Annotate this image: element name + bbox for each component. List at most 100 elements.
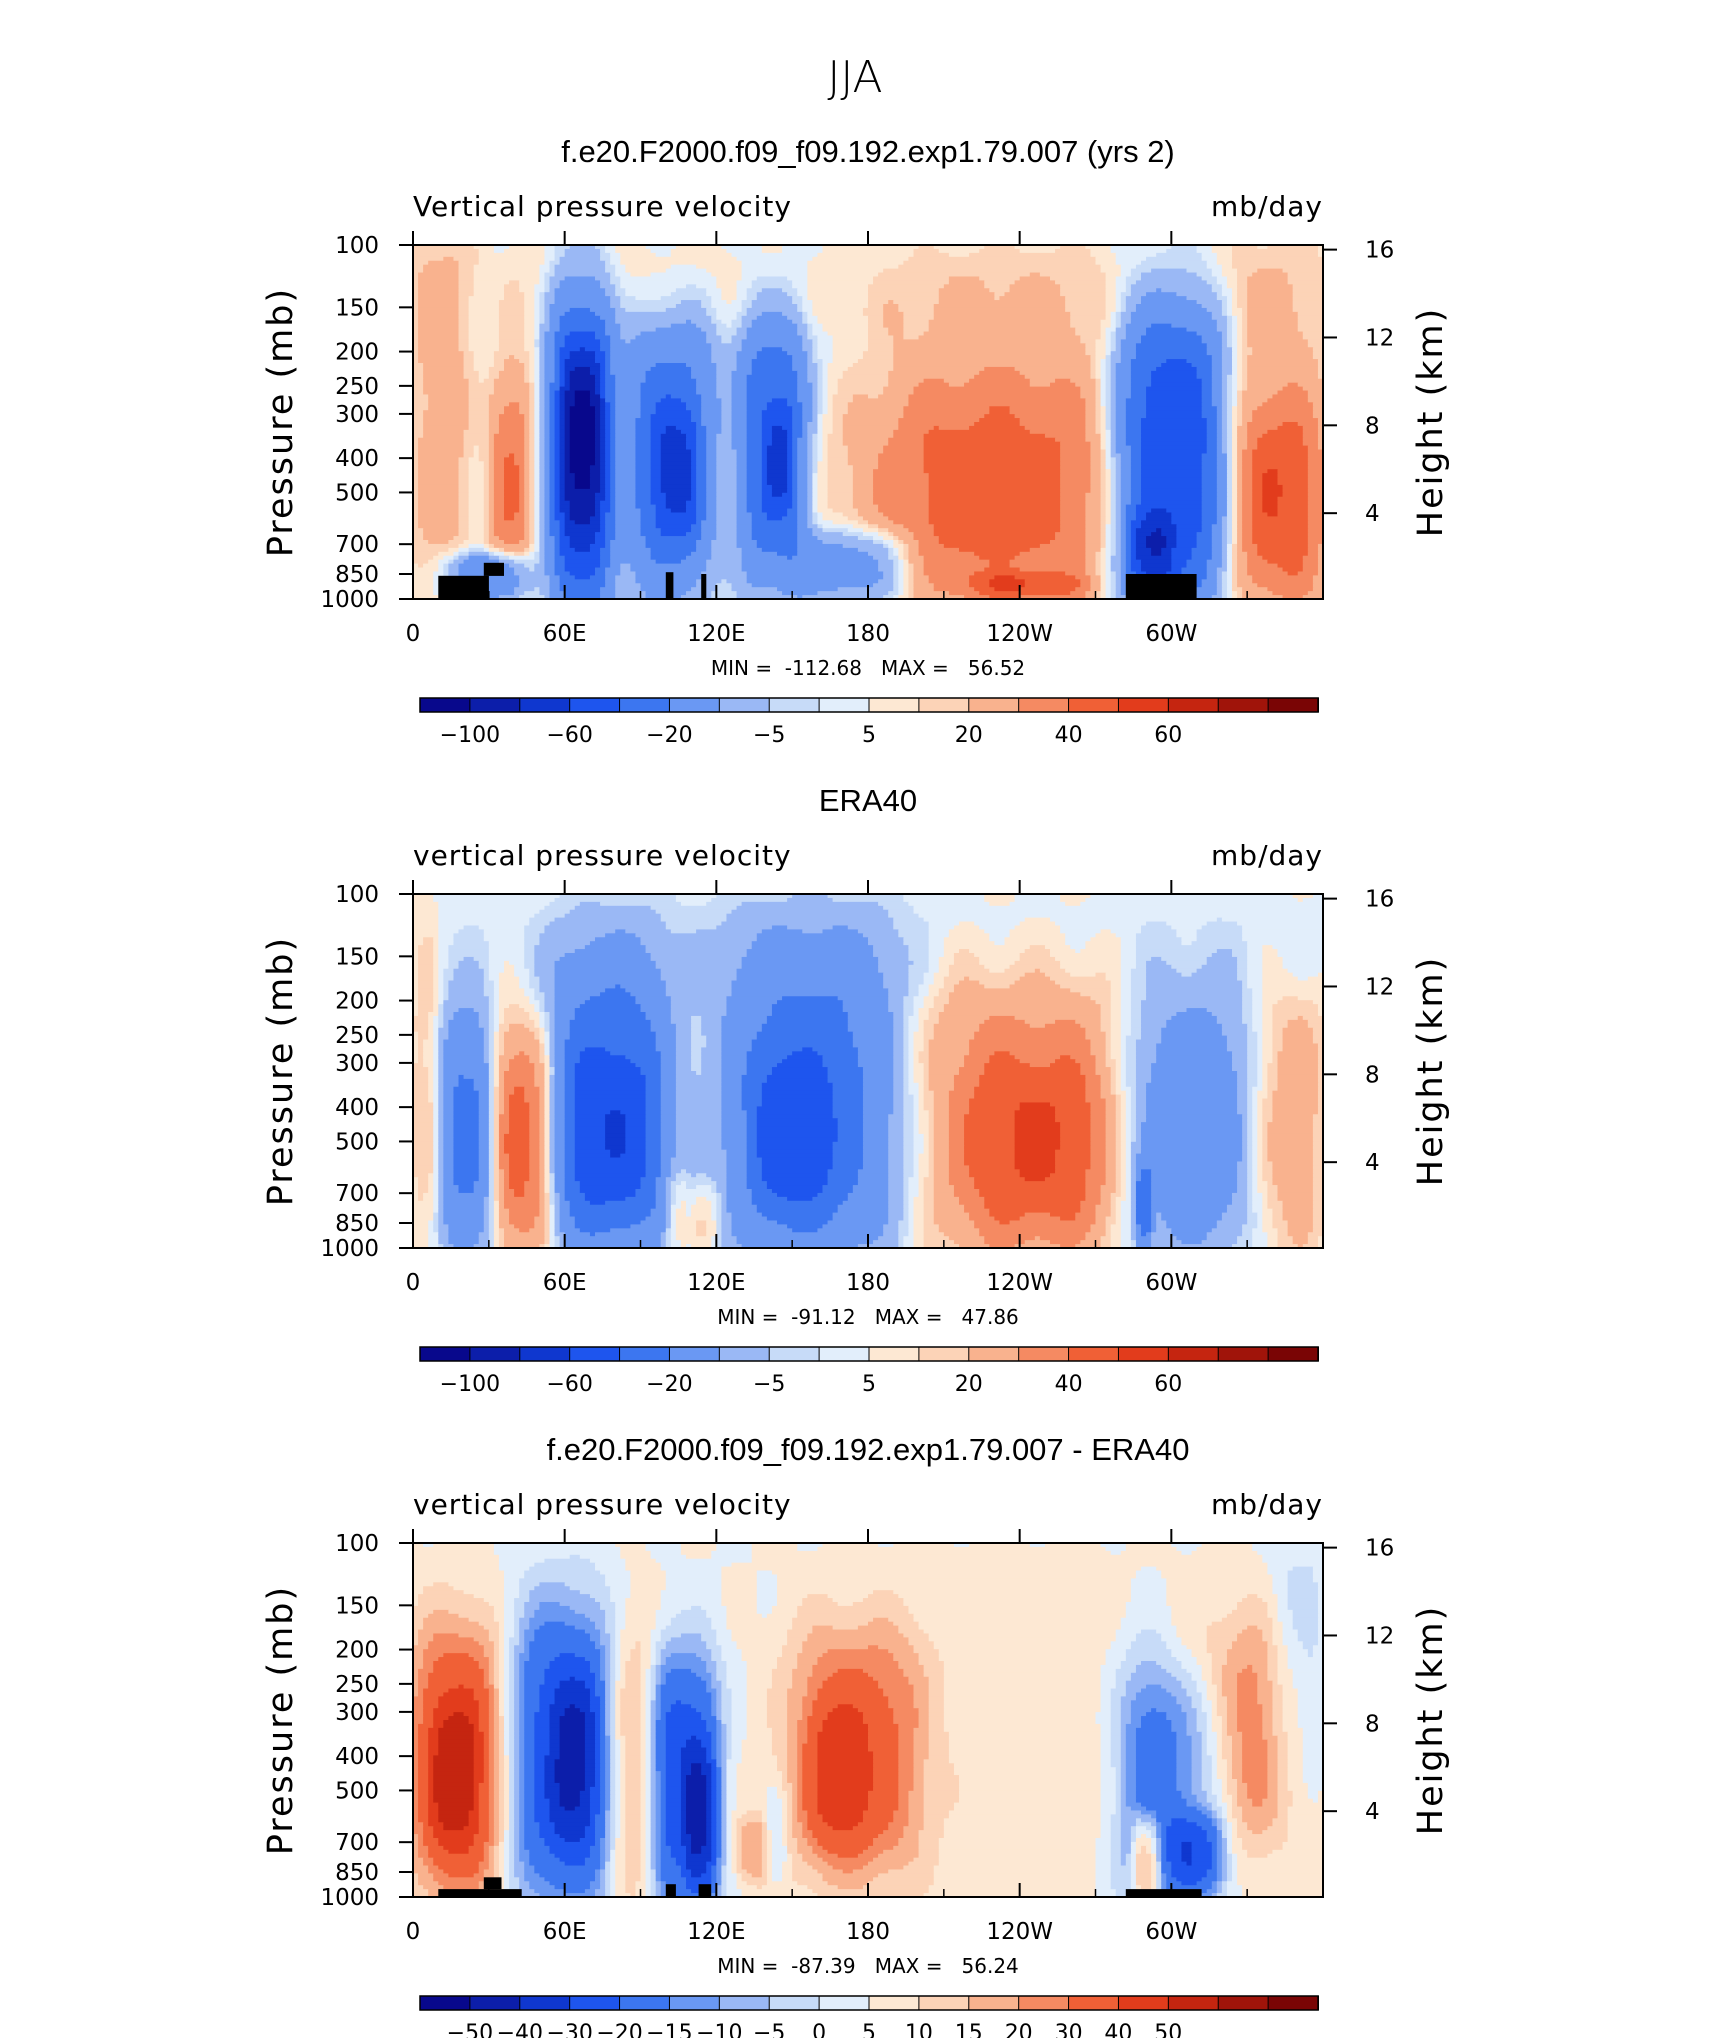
contour-cell: [448, 956, 465, 962]
contour-cell: [888, 382, 920, 388]
contour-cell: [817, 484, 829, 490]
contour-cell: [645, 378, 697, 384]
contour-cell: [1130, 311, 1213, 317]
contour-cell: [1201, 504, 1218, 510]
contour-cell: [1242, 339, 1248, 344]
contour-cell: [878, 964, 910, 970]
contour-cell: [534, 445, 540, 451]
contour-cell: [898, 555, 904, 561]
contour-cell: [1181, 941, 1193, 946]
contour-cell: [498, 595, 520, 600]
contour-cell: [1232, 351, 1238, 356]
x-tick-label: 0: [406, 621, 421, 647]
contour-cell: [529, 406, 535, 411]
contour-cell: [903, 323, 930, 329]
contour-cell: [1060, 496, 1086, 502]
contour-cell: [746, 378, 798, 384]
contour-cell: [817, 461, 829, 466]
contour-cell: [1141, 457, 1203, 462]
contour-cell: [1120, 949, 1137, 954]
contour-cell: [817, 449, 824, 455]
contour-cell: [1105, 363, 1112, 368]
contour-cell: [554, 359, 561, 364]
contour-cell: [438, 925, 465, 930]
contour-cell: [665, 429, 682, 435]
contour-cell: [615, 284, 621, 289]
contour-cell: [559, 473, 566, 478]
contour-cell: [827, 481, 854, 486]
contour-cell: [529, 366, 535, 372]
contour-cell: [544, 441, 551, 447]
contour-cell: [524, 929, 546, 934]
contour-cell: [650, 500, 667, 506]
contour-cell: [827, 504, 854, 510]
contour-cell: [615, 386, 642, 392]
contour-cell: [741, 547, 763, 553]
contour-cell: [1206, 563, 1223, 569]
contour-cell: [868, 315, 884, 321]
contour-cell: [1171, 516, 1203, 521]
contour-cell: [888, 547, 894, 553]
contour-cell: [534, 370, 540, 376]
contour-cell: [1216, 445, 1223, 451]
contour-cell: [564, 496, 596, 502]
contour-cell: [1297, 976, 1309, 982]
contour-cell: [1100, 453, 1107, 458]
contour-cell: [1095, 429, 1102, 435]
contour-cell: [893, 583, 899, 588]
contour-cell: [564, 406, 571, 411]
contour-cell: [453, 555, 460, 561]
contour-cell: [620, 280, 717, 285]
contour-cell: [600, 461, 606, 466]
contour-cell: [918, 551, 975, 557]
contour-cell: [433, 968, 439, 974]
contour-cell: [564, 492, 596, 498]
contour-cell: [1095, 571, 1102, 576]
contour-cell: [1287, 968, 1324, 974]
contour-cell: [635, 453, 652, 458]
contour-cell: [959, 949, 970, 954]
contour-cell: [544, 540, 556, 545]
contour-cell: [726, 917, 894, 923]
contour-cell: [468, 551, 490, 557]
contour-cell: [1156, 366, 1198, 372]
contour-cell: [1247, 941, 1324, 946]
contour-cell: [600, 425, 606, 431]
contour-cell: [549, 437, 556, 443]
contour-cell: [1135, 504, 1203, 510]
contour-cell: [569, 469, 591, 474]
contour-cell: [413, 595, 439, 600]
contour-cell: [1065, 937, 1092, 942]
contour-cell: [989, 559, 1011, 565]
contour-cell: [524, 363, 530, 368]
contour-cell: [1085, 591, 1097, 596]
contour-cell: [792, 280, 808, 285]
contour-cell: [1262, 484, 1284, 490]
contour-cell: [1221, 366, 1233, 372]
contour-cell: [1242, 925, 1324, 930]
contour-cell: [923, 441, 1061, 447]
contour-cell: [1216, 449, 1223, 455]
contour-cell: [640, 941, 753, 946]
contour-cell: [519, 280, 540, 285]
contour-cell: [817, 343, 834, 348]
contour-cell: [868, 520, 894, 525]
contour-cell: [589, 394, 601, 399]
contour-cell: [1226, 343, 1233, 348]
contour-cell: [1095, 339, 1107, 344]
contour-cell: [680, 901, 707, 907]
contour-cell: [1302, 386, 1324, 392]
contour-cell: [605, 418, 611, 423]
contour-cell: [918, 540, 940, 545]
contour-cell: [610, 422, 616, 427]
contour-cell: [539, 536, 546, 541]
contour-cell: [1115, 488, 1122, 494]
contour-cell: [559, 461, 566, 466]
contour-cell: [620, 335, 637, 340]
contour-cell: [544, 245, 556, 250]
contour-cell: [448, 559, 455, 565]
contour-cell: [746, 398, 773, 403]
contour-cell: [595, 536, 606, 541]
contour-cell: [928, 964, 940, 970]
contour-cell: [539, 976, 556, 982]
